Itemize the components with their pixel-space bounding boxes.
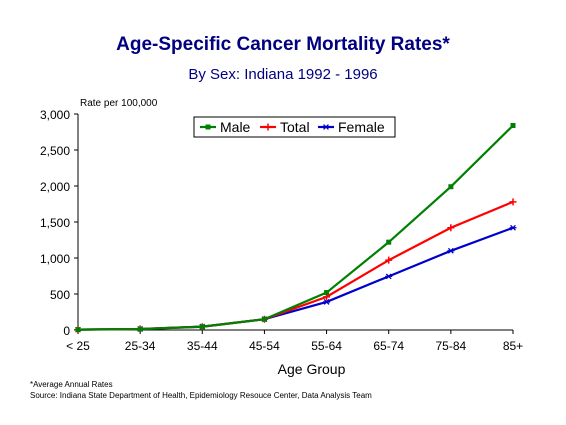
x-tick-label: 35-44: [187, 339, 218, 353]
data-point-female: [509, 224, 517, 231]
y-tick-label: 2,000: [40, 180, 70, 194]
y-tick-label: 500: [50, 288, 70, 302]
legend-label-total: Total: [280, 119, 310, 135]
x-axis-label: Age Group: [278, 361, 346, 377]
legend-marker-male: [205, 124, 211, 130]
legend-box: [193, 116, 396, 138]
data-point-male: [199, 324, 205, 330]
y-tick-label: 3,000: [40, 108, 70, 122]
x-tick-label: 85+: [503, 339, 523, 353]
legend-label-female: Female: [338, 119, 385, 135]
data-point-male: [137, 326, 143, 332]
data-point-total: [509, 198, 517, 206]
x-tick-label: < 25: [66, 339, 90, 353]
chart-subtitle: By Sex: Indiana 1992 - 1996: [188, 66, 378, 83]
legend-marker-female: [322, 124, 330, 130]
x-tick-label: 65-74: [373, 339, 404, 353]
x-tick-label: 25-34: [125, 339, 156, 353]
footnote-average: *Average Annual Rates: [30, 380, 113, 389]
y-tick-label: 0: [63, 324, 70, 338]
y-axis-label: Rate per 100,000: [80, 98, 158, 109]
series-line-female: [77, 226, 514, 331]
data-point-male: [386, 239, 392, 245]
legend-marker-total: [264, 123, 272, 131]
y-tick-label: 2,500: [40, 144, 70, 158]
x-tick-label: 45-54: [249, 339, 280, 353]
chart-title: Age-Specific Cancer Mortality Rates*: [116, 34, 450, 55]
data-point-female: [385, 273, 393, 280]
x-tick-label: 55-64: [311, 339, 342, 353]
data-point-male: [261, 316, 267, 322]
y-tick-label: 1,500: [40, 216, 70, 230]
x-tick-label: 75-84: [436, 339, 467, 353]
data-point-male: [324, 290, 330, 296]
data-point-total: [447, 224, 455, 232]
data-point-female: [323, 299, 331, 305]
data-point-female: [447, 247, 455, 254]
data-point-male: [448, 184, 454, 190]
legend-label-male: Male: [220, 119, 251, 135]
data-point-total: [385, 256, 393, 264]
footnote-source: Source: Indiana State Department of Heal…: [30, 391, 372, 400]
series-line-male: [77, 124, 514, 331]
y-tick-label: 1,000: [40, 252, 70, 266]
data-point-male: [510, 123, 516, 129]
data-point-male: [75, 327, 81, 333]
